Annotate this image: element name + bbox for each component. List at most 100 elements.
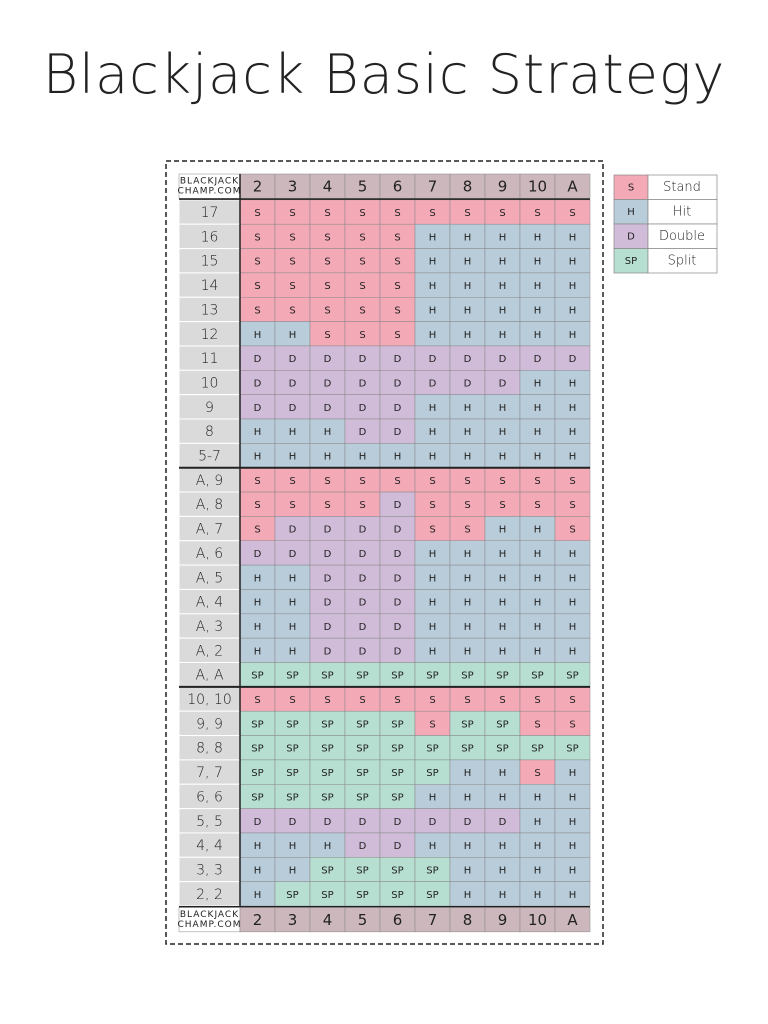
strategy-code: SP xyxy=(566,744,578,755)
strategy-cell xyxy=(554,613,591,639)
strategy-code: D xyxy=(254,817,262,828)
strategy-code: SP xyxy=(286,792,298,803)
strategy-cell xyxy=(379,467,416,493)
strategy-cell xyxy=(554,467,591,493)
strategy-code: H xyxy=(534,427,542,438)
strategy-cell xyxy=(554,540,591,566)
strategy-code: SP xyxy=(356,744,368,755)
strategy-code: D xyxy=(499,817,507,828)
strategy-cell xyxy=(484,223,521,249)
column-header-brand: BLACKJACK xyxy=(180,177,239,187)
strategy-cell xyxy=(379,443,416,468)
strategy-code: H xyxy=(499,890,507,901)
strategy-code: SP xyxy=(426,768,438,779)
strategy-cell xyxy=(519,321,556,347)
legend-code: S xyxy=(628,183,634,194)
strategy-code: D xyxy=(359,549,367,560)
strategy-code: SP xyxy=(286,719,298,730)
strategy-code: D xyxy=(394,646,402,657)
strategy-code: S xyxy=(289,500,295,511)
strategy-code: D xyxy=(464,817,472,828)
column-footer-label: 6 xyxy=(393,911,403,929)
strategy-cell xyxy=(484,735,521,761)
column-footer-brand: CHAMP.COM xyxy=(178,920,242,930)
strategy-code: S xyxy=(569,500,575,511)
strategy-cell xyxy=(344,613,381,639)
strategy-cell xyxy=(449,467,486,493)
strategy-code: H xyxy=(464,427,472,438)
strategy-code: H xyxy=(289,646,297,657)
strategy-cell xyxy=(554,735,591,761)
strategy-cell xyxy=(274,516,311,542)
strategy-code: S xyxy=(359,257,365,268)
strategy-code: SP xyxy=(496,671,508,682)
column-footer-label: 3 xyxy=(288,911,298,929)
strategy-code: S xyxy=(359,330,365,341)
strategy-cell xyxy=(519,881,556,907)
row-label-bg xyxy=(178,662,241,688)
strategy-code: D xyxy=(359,598,367,609)
strategy-cell xyxy=(484,613,521,639)
column-footer-brand: BLACKJACK xyxy=(180,910,239,920)
strategy-cell xyxy=(414,443,451,468)
strategy-cell xyxy=(554,370,591,395)
strategy-cell xyxy=(274,199,311,225)
row-label: 13 xyxy=(201,302,219,318)
strategy-code: H xyxy=(534,549,542,560)
strategy-cell xyxy=(309,223,346,249)
strategy-cell xyxy=(344,370,381,395)
strategy-code: H xyxy=(429,598,437,609)
strategy-code: H xyxy=(359,452,367,463)
strategy-code: H xyxy=(569,817,577,828)
strategy-code: D xyxy=(394,549,402,560)
strategy-cell xyxy=(344,784,381,809)
strategy-code: SP xyxy=(321,719,333,730)
strategy-code: H xyxy=(324,452,332,463)
strategy-code: D xyxy=(324,598,332,609)
strategy-code: H xyxy=(464,330,472,341)
row-label: 3, 3 xyxy=(196,862,223,878)
legend-code: H xyxy=(627,207,635,218)
strategy-code: H xyxy=(429,330,437,341)
row-label: 5, 5 xyxy=(196,814,223,830)
strategy-code: D xyxy=(394,817,402,828)
row-label-bg xyxy=(178,832,241,858)
strategy-code: H xyxy=(569,257,577,268)
strategy-code: H xyxy=(464,598,472,609)
strategy-code: S xyxy=(394,695,400,706)
strategy-cell xyxy=(239,394,276,420)
strategy-cell xyxy=(554,710,591,736)
column-header-label: 3 xyxy=(288,178,298,196)
strategy-code: S xyxy=(289,476,295,487)
strategy-cell xyxy=(554,857,591,882)
strategy-cell xyxy=(309,297,346,322)
strategy-code: S xyxy=(254,695,260,706)
strategy-cell xyxy=(274,857,311,882)
strategy-code: H xyxy=(429,573,437,584)
strategy-code: S xyxy=(534,719,540,730)
strategy-code: H xyxy=(534,378,542,389)
strategy-cell xyxy=(379,808,416,834)
strategy-code: D xyxy=(569,354,577,365)
strategy-code: H xyxy=(464,305,472,316)
strategy-code: S xyxy=(429,695,435,706)
strategy-code: S xyxy=(429,476,435,487)
row-label-bg xyxy=(178,564,241,590)
strategy-code: SP xyxy=(391,865,403,876)
strategy-code: SP xyxy=(251,744,263,755)
strategy-code: SP xyxy=(461,744,473,755)
strategy-cell xyxy=(554,491,591,517)
strategy-code: SP xyxy=(531,744,543,755)
row-label: 14 xyxy=(201,278,219,294)
row-label: 11 xyxy=(201,351,219,367)
strategy-code: S xyxy=(429,719,435,730)
strategy-code: S xyxy=(324,330,330,341)
strategy-code: D xyxy=(464,378,472,389)
strategy-cell xyxy=(414,223,451,249)
strategy-code: H xyxy=(254,865,262,876)
column-footer-cell xyxy=(239,907,276,933)
strategy-code: SP xyxy=(461,671,473,682)
strategy-code: H xyxy=(499,525,507,536)
row-label-bg xyxy=(178,710,241,737)
strategy-cell xyxy=(449,297,486,322)
